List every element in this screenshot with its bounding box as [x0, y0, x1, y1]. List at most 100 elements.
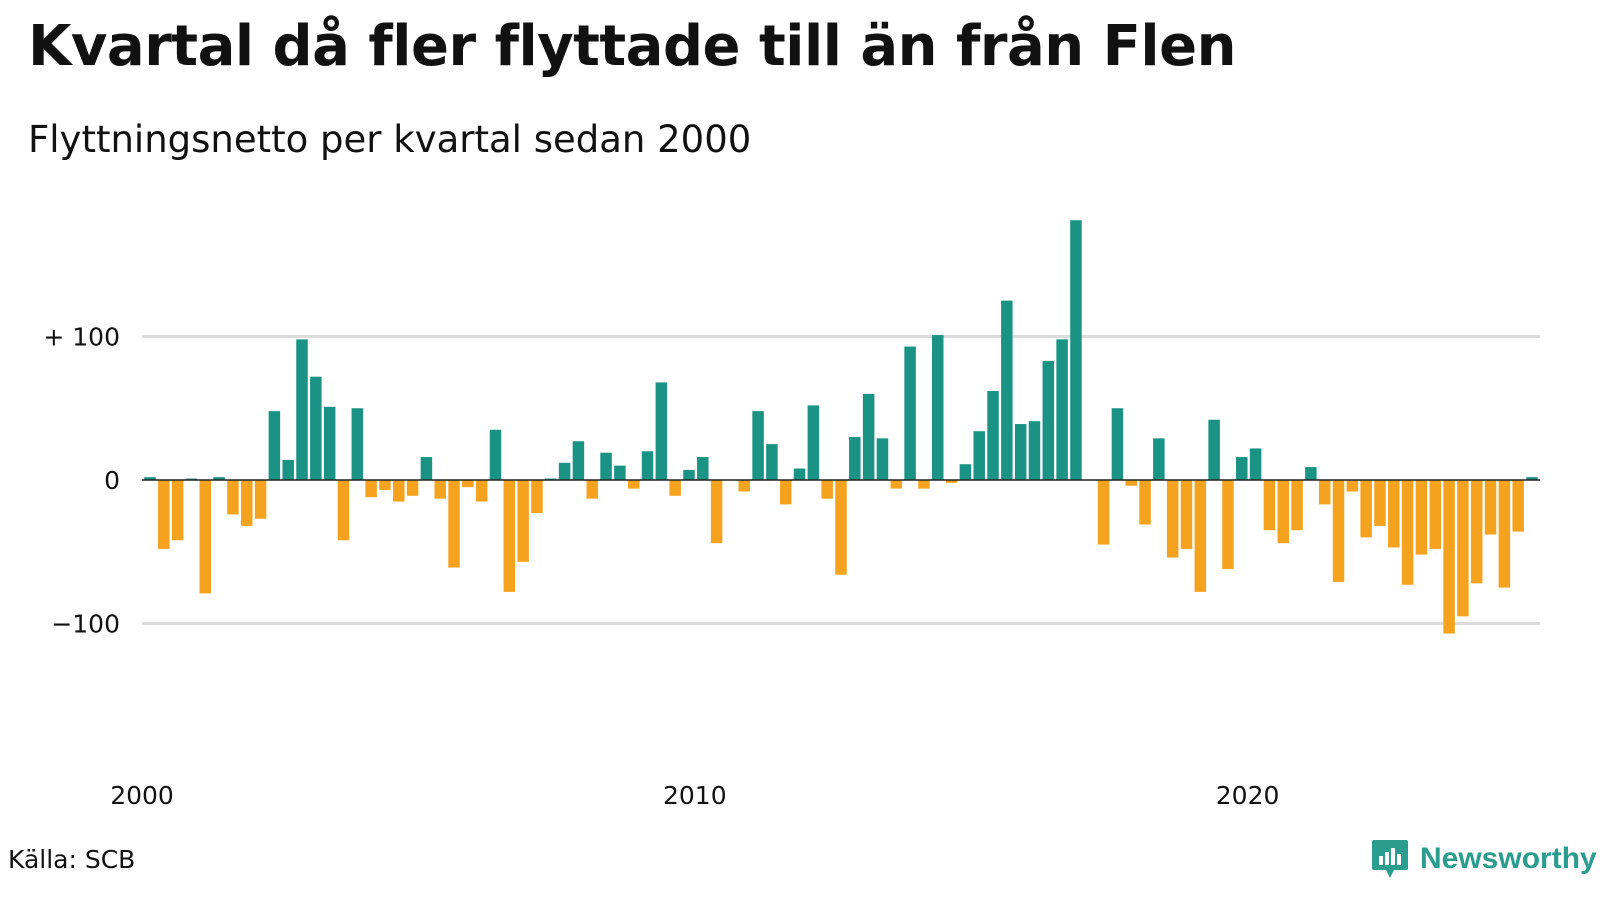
- bar: [282, 459, 294, 480]
- bar: [849, 436, 861, 480]
- y-tick-label: 0: [104, 466, 120, 495]
- bar: [1429, 480, 1442, 549]
- bar: [379, 480, 391, 491]
- bar: [931, 335, 944, 480]
- bar: [1457, 480, 1469, 617]
- bar: [697, 457, 709, 480]
- bar: [1139, 480, 1151, 525]
- bar: [807, 405, 820, 480]
- bar: [1194, 480, 1207, 592]
- bars: [144, 220, 1538, 634]
- bar: [1318, 480, 1331, 505]
- bar: [213, 477, 225, 480]
- bar: [1056, 339, 1068, 480]
- newsworthy-logo[interactable]: Newsworthy: [1370, 838, 1597, 880]
- bar: [254, 480, 267, 519]
- bar: [531, 480, 543, 514]
- x-tick-label: 2010: [663, 781, 727, 810]
- bar: [420, 457, 433, 480]
- bar: [835, 480, 847, 575]
- bar: [1526, 477, 1538, 480]
- bar: [710, 480, 723, 544]
- bar: [1111, 408, 1124, 480]
- bar: [1291, 480, 1303, 531]
- bar: [1332, 480, 1345, 582]
- bar: [1208, 419, 1220, 480]
- bar: [1097, 480, 1110, 545]
- bar: [1028, 421, 1041, 481]
- bar: [158, 480, 170, 549]
- bar: [1388, 480, 1400, 548]
- bar: [641, 451, 654, 480]
- bar: [1415, 480, 1428, 555]
- bar: [945, 480, 958, 483]
- bar: [475, 480, 488, 502]
- bar: [517, 480, 529, 562]
- bar: [240, 480, 253, 526]
- bar: [683, 469, 695, 480]
- brand-name: Newsworthy: [1420, 842, 1597, 875]
- source-note: Källa: SCB: [8, 845, 136, 874]
- bar: [1512, 480, 1524, 532]
- bar: [337, 480, 350, 541]
- bar: [448, 480, 460, 568]
- bar: [1070, 220, 1082, 480]
- bar: [1180, 480, 1193, 549]
- bar: [1470, 480, 1483, 584]
- bar: [572, 441, 585, 480]
- bar: [1346, 480, 1359, 492]
- axes: + 100 0 −100 2000 2010 2020: [43, 323, 1540, 810]
- bar: [199, 480, 212, 594]
- bar: [489, 429, 502, 480]
- bar: [296, 339, 308, 480]
- bar: [1305, 467, 1317, 480]
- bar: [365, 480, 377, 498]
- bar: [600, 452, 612, 481]
- bar: [434, 480, 446, 499]
- bar: [738, 480, 751, 492]
- bar: [1360, 480, 1372, 538]
- bar: [144, 477, 156, 480]
- bar: [406, 480, 419, 496]
- bar: [918, 480, 930, 489]
- bar: [959, 464, 972, 480]
- bar: [862, 393, 875, 480]
- bar: [1249, 448, 1262, 480]
- bar: [821, 480, 833, 499]
- chart-title: Kvartal då fler flyttade till än från Fl…: [28, 14, 1236, 79]
- bar: [766, 444, 778, 481]
- bar: [558, 462, 571, 480]
- newsworthy-icon: [1372, 840, 1408, 878]
- bar: [1125, 480, 1137, 486]
- bar: [614, 465, 626, 480]
- bar: [1263, 480, 1276, 531]
- bar: [669, 480, 681, 496]
- bar: [973, 431, 985, 480]
- chart-subtitle: Flyttningsnetto per kvartal sedan 2000: [28, 118, 752, 161]
- y-tick-label: −100: [51, 610, 120, 639]
- bar: [1236, 457, 1248, 480]
- gridlines: [142, 335, 1540, 625]
- bar: [1277, 480, 1289, 544]
- x-tick-label: 2000: [110, 781, 174, 810]
- bar: [1374, 480, 1386, 526]
- bar: [503, 480, 516, 592]
- y-tick-label: + 100: [43, 323, 120, 352]
- x-tick-label: 2020: [1216, 781, 1280, 810]
- bar: [1014, 424, 1027, 480]
- bar: [793, 468, 806, 480]
- bar: [1166, 480, 1179, 558]
- bar: [268, 411, 281, 480]
- bar: [890, 480, 903, 489]
- bar: [904, 346, 916, 480]
- bar: [655, 382, 668, 480]
- bar: [227, 480, 239, 515]
- bar: [351, 408, 364, 480]
- bar: [1401, 480, 1414, 585]
- bar: [462, 480, 474, 488]
- bar: [627, 480, 640, 489]
- bar: [987, 391, 999, 480]
- bar: [323, 406, 336, 480]
- bar: [752, 411, 764, 480]
